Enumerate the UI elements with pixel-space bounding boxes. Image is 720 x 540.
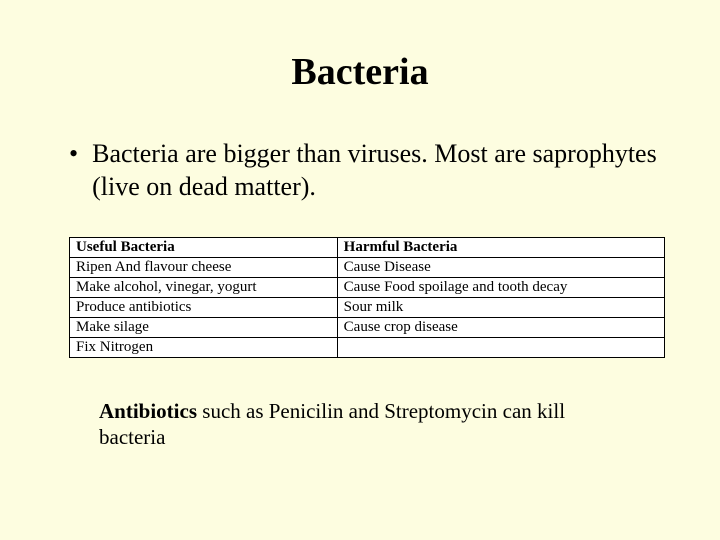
table-cell: Sour milk [337, 298, 664, 318]
footer-note: Antibiotics such as Penicilin and Strept… [55, 398, 665, 451]
col-header-useful: Useful Bacteria [70, 238, 338, 258]
bacteria-table-wrap: Useful Bacteria Harmful Bacteria Ripen A… [55, 237, 665, 358]
table-row: Ripen And flavour cheese Cause Disease [70, 258, 665, 278]
table-header-row: Useful Bacteria Harmful Bacteria [70, 238, 665, 258]
table-row: Produce antibiotics Sour milk [70, 298, 665, 318]
table-cell: Cause crop disease [337, 318, 664, 338]
table-cell: Ripen And flavour cheese [70, 258, 338, 278]
table-cell: Make alcohol, vinegar, yogurt [70, 278, 338, 298]
bullet-text: Bacteria are bigger than viruses. Most a… [92, 138, 665, 203]
table-cell: Fix Nitrogen [70, 338, 338, 358]
slide-title: Bacteria [55, 50, 665, 94]
footer-bold-word: Antibiotics [99, 399, 197, 423]
table-row: Make alcohol, vinegar, yogurt Cause Food… [70, 278, 665, 298]
table-row: Make silage Cause crop disease [70, 318, 665, 338]
table-cell [337, 338, 664, 358]
col-header-harmful: Harmful Bacteria [337, 238, 664, 258]
table-cell: Make silage [70, 318, 338, 338]
table-cell: Cause Food spoilage and tooth decay [337, 278, 664, 298]
table-cell: Cause Disease [337, 258, 664, 278]
table-cell: Produce antibiotics [70, 298, 338, 318]
bullet-item: • Bacteria are bigger than viruses. Most… [55, 138, 665, 203]
table-row: Fix Nitrogen [70, 338, 665, 358]
bacteria-table: Useful Bacteria Harmful Bacteria Ripen A… [69, 237, 665, 358]
bullet-marker: • [69, 138, 78, 203]
